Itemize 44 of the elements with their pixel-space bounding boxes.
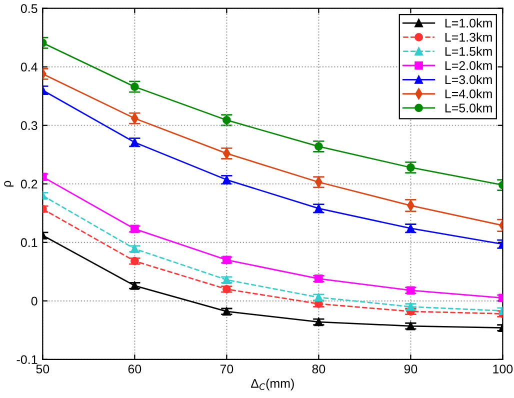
point [222, 176, 231, 184]
legend-label: L=1.3km [445, 32, 492, 42]
x-tick-label: 90 [404, 364, 418, 374]
y-tick-label: 0.4 [20, 62, 38, 72]
point [314, 142, 323, 151]
y-tick-label: 0.1 [20, 238, 38, 248]
legend-label: L=1.0km [445, 18, 492, 28]
legend-label: L=5.0km [445, 103, 492, 112]
point [222, 307, 231, 316]
point [222, 285, 231, 294]
point [314, 318, 323, 326]
y-tick-label: -0.1 [16, 355, 38, 364]
point [130, 224, 139, 234]
point [130, 138, 139, 147]
point [314, 204, 323, 213]
point [130, 82, 139, 91]
y-tick-label: 0.3 [20, 121, 38, 130]
x-tick-label: 70 [220, 364, 234, 374]
y-axis-title: ρ [4, 180, 14, 187]
x-tick-label: 50 [36, 364, 50, 374]
point [406, 286, 415, 295]
y-tick-label: 0 [31, 296, 38, 306]
point [130, 244, 139, 253]
point [406, 302, 415, 311]
legend-label: L=4.0km [445, 89, 492, 98]
point [222, 276, 231, 284]
y-tick-label: 0.2 [20, 180, 38, 189]
x-tick-label: 60 [128, 364, 142, 374]
x-tick-label: 100 [493, 364, 513, 374]
point [130, 282, 139, 290]
point [406, 322, 415, 330]
legend-label: L=3.0km [445, 74, 492, 84]
point [130, 256, 139, 266]
point [314, 274, 323, 283]
point [222, 256, 231, 264]
x-tick-label: 80 [312, 364, 326, 374]
point [222, 116, 231, 124]
legend-label: L=1.5km [445, 46, 492, 56]
legend-label: L=2.0km [445, 60, 492, 70]
x-axis-title: Δ$_{C}$(mm) [250, 378, 294, 390]
point [406, 224, 415, 233]
point [406, 163, 415, 172]
y-tick-label: 0.5 [20, 4, 38, 14]
point [314, 293, 323, 302]
